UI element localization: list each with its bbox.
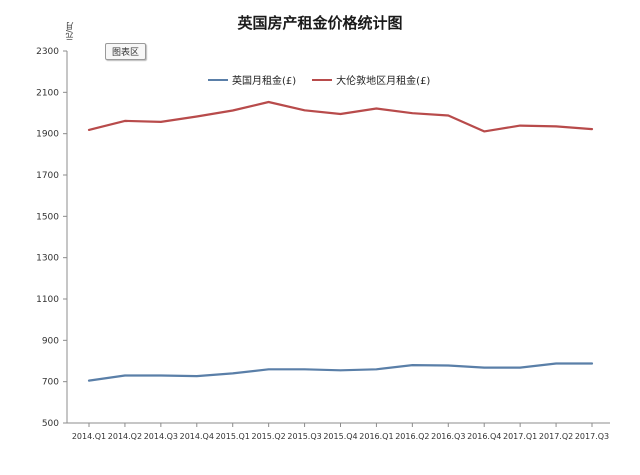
series-1-point xyxy=(231,109,234,112)
x-tick-label: 2014.Q3 xyxy=(144,432,178,441)
series-1-point xyxy=(555,125,557,128)
series-0-point xyxy=(375,368,378,371)
series-1-point xyxy=(124,120,126,122)
series-1-point xyxy=(483,130,486,133)
series-1-point xyxy=(411,112,414,115)
y-tick-label: 900 xyxy=(42,336,59,346)
x-tick-label: 2014.Q4 xyxy=(180,432,214,441)
series-0-point xyxy=(555,362,557,365)
series-1-point xyxy=(519,124,521,127)
x-tick-label: 2014.Q2 xyxy=(108,432,142,441)
x-tick-label: 2016.Q4 xyxy=(467,432,501,441)
y-tick-label: 1900 xyxy=(36,130,59,140)
series-0-point xyxy=(231,372,234,375)
series-1-point xyxy=(88,129,90,131)
x-tick-label: 2017.Q3 xyxy=(575,432,609,441)
y-tick-label: 1300 xyxy=(36,254,59,264)
x-tick-label: 2017.Q2 xyxy=(539,432,573,441)
series-0-point xyxy=(591,362,593,365)
legend: 英国月租金(£) 大伦敦地区月租金(£) xyxy=(208,72,430,87)
series-0-point xyxy=(447,364,450,367)
x-tick-label: 2016.Q2 xyxy=(395,432,429,441)
series-0-point xyxy=(124,374,126,377)
y-tick-label: 500 xyxy=(42,419,59,429)
series-0-point xyxy=(267,368,270,371)
chart-area-tag: 图表区 xyxy=(105,43,147,60)
series-1-point xyxy=(267,101,270,103)
chart-title: 英国房产租金价格统计图 xyxy=(237,14,403,32)
x-tick-label: 2015.Q4 xyxy=(323,432,357,441)
legend-swatch-london xyxy=(312,78,333,81)
legend-label-uk: 英国月租金(£) xyxy=(232,76,297,87)
y-tick-label: 2300 xyxy=(36,47,59,57)
series-line-0 xyxy=(87,362,594,382)
x-tick-label: 2015.Q1 xyxy=(216,432,250,441)
y-tick-label: 2100 xyxy=(36,88,59,98)
series-0-point xyxy=(303,368,306,371)
x-tick-label: 2017.Q1 xyxy=(503,432,537,441)
legend-item-london: 大伦敦地区月租金(£) xyxy=(312,72,430,87)
y-tick-label: 1100 xyxy=(36,295,59,305)
x-tick-label: 2016.Q3 xyxy=(431,432,465,441)
series-1-point xyxy=(447,114,450,117)
series-0-point xyxy=(519,366,521,369)
series-1-point xyxy=(195,115,198,118)
series-1-point xyxy=(339,113,342,115)
series-0-point xyxy=(339,369,342,372)
x-tick-label: 2015.Q2 xyxy=(251,432,285,441)
series-0-point xyxy=(411,364,414,366)
series-0-point xyxy=(160,374,162,377)
legend-swatch-uk xyxy=(208,78,228,81)
series-0-point xyxy=(88,379,90,382)
y-tick-label: 1700 xyxy=(36,171,59,181)
legend-item-uk: 英国月租金(£) xyxy=(208,72,296,87)
series-0-point xyxy=(195,375,198,377)
series-1-point xyxy=(375,107,378,110)
y-tick-label: 1500 xyxy=(36,212,59,222)
series-1-point xyxy=(303,109,306,112)
x-tick-label: 2016.Q1 xyxy=(359,432,393,441)
series-1-point xyxy=(160,121,162,123)
series-1-point xyxy=(591,128,593,130)
legend-label-london: 大伦敦地区月租金(£) xyxy=(336,76,431,87)
y-tick-label: 700 xyxy=(42,378,59,388)
series-0-point xyxy=(483,366,486,369)
x-tick-label: 2015.Q3 xyxy=(287,432,321,441)
x-tick-label: 2014.Q1 xyxy=(72,432,106,441)
series-line-1 xyxy=(87,100,594,133)
